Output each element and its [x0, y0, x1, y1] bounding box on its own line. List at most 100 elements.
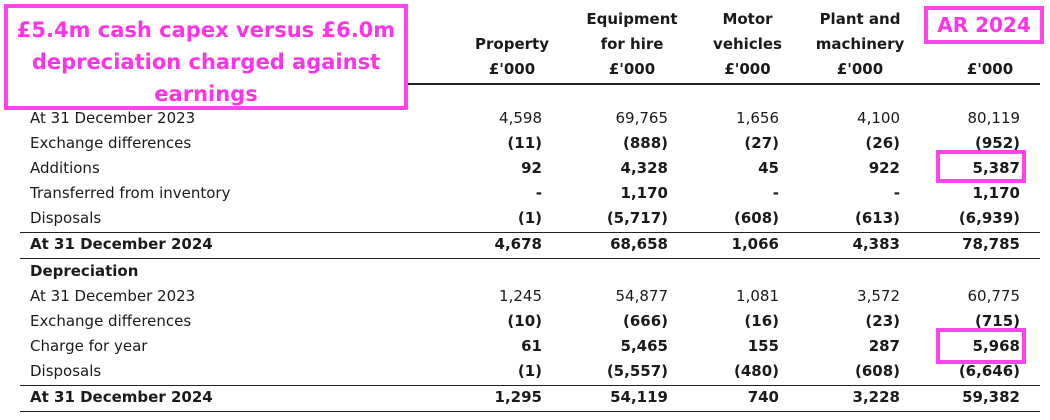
cell-equipment: 1,170 — [620, 184, 668, 202]
depreciation-heading: Depreciation — [30, 262, 139, 280]
row-label: Disposals — [30, 362, 102, 380]
col-header-motor: Motor vehicles £'000 — [700, 7, 795, 82]
cell-property: 4,678 — [494, 235, 542, 253]
cell-total: (952) — [974, 134, 1020, 152]
row-label: Additions — [30, 159, 100, 177]
annotation-callout: £5.4m cash capex versus £6.0m depreciati… — [4, 4, 408, 110]
cost-row-exchange: Exchange differences (11) (888) (27) (26… — [20, 132, 1040, 157]
cell-plant: 4,100 — [857, 109, 900, 127]
col-header-line2: Property — [475, 35, 549, 53]
cost-row-transferred: Transferred from inventory - 1,170 - - 1… — [20, 182, 1040, 207]
cell-equipment: (5,557) — [606, 362, 668, 380]
row-label: Exchange differences — [30, 312, 192, 330]
cell-motor: 740 — [747, 388, 779, 406]
cell-equipment: (888) — [622, 134, 668, 152]
cell-motor: (27) — [744, 134, 779, 152]
cell-plant: (26) — [865, 134, 900, 152]
cell-total: 5,968 — [972, 337, 1020, 355]
row-label: Disposals — [30, 209, 102, 227]
cell-plant: (608) — [854, 362, 900, 380]
cell-total: 5,387 — [972, 159, 1020, 177]
highlight-box-charge — [936, 328, 1026, 364]
cell-total: (715) — [974, 312, 1020, 330]
cell-motor: (608) — [733, 209, 779, 227]
cell-motor: 1,656 — [736, 109, 779, 127]
cell-total: 80,119 — [967, 109, 1021, 127]
col-header-line2: machinery — [815, 35, 905, 53]
depreciation-heading-row: Depreciation — [20, 260, 1040, 285]
cell-plant: 287 — [868, 337, 900, 355]
dep-row-opening: At 31 December 2023 1,245 54,877 1,081 3… — [20, 285, 1040, 310]
cell-motor: 1,066 — [731, 235, 779, 253]
col-header-line2: for hire — [600, 35, 664, 53]
col-header-line1: Motor — [722, 10, 773, 28]
cell-equipment: 54,877 — [615, 287, 669, 305]
cell-total: 59,382 — [962, 388, 1020, 406]
cell-equipment: 4,328 — [620, 159, 668, 177]
cell-equipment: 68,658 — [610, 235, 668, 253]
row-label: At 31 December 2024 — [30, 235, 213, 253]
dep-row-charge: Charge for year 61 5,465 155 287 5,968 — [20, 335, 1040, 360]
cell-equipment: 69,765 — [615, 109, 669, 127]
cell-plant: 922 — [868, 159, 900, 177]
row-label: Transferred from inventory — [30, 184, 231, 202]
cell-property: 1,295 — [494, 388, 542, 406]
cell-property: (1) — [517, 209, 542, 227]
cost-row-closing: At 31 December 2024 4,678 68,658 1,066 4… — [20, 233, 1040, 259]
col-header-line1: Plant and — [819, 10, 901, 28]
cell-plant: (23) — [865, 312, 900, 330]
cell-equipment: 5,465 — [620, 337, 668, 355]
annotation-text: £5.4m cash capex versus £6.0m depreciati… — [16, 18, 396, 106]
cell-equipment: 54,119 — [610, 388, 668, 406]
cell-property: 61 — [521, 337, 542, 355]
col-header-line1: Equipment — [586, 10, 678, 28]
cell-total: 1,170 — [972, 184, 1020, 202]
row-label: Exchange differences — [30, 134, 192, 152]
cell-total: 78,785 — [962, 235, 1020, 253]
cost-row-additions: Additions 92 4,328 45 922 5,387 — [20, 157, 1040, 182]
col-header-equipment: Equipment for hire £'000 — [572, 7, 692, 82]
cell-property: 92 — [521, 159, 542, 177]
col-header-line2: vehicles — [713, 35, 782, 53]
cost-row-opening: At 31 December 2023 4,598 69,765 1,656 4… — [20, 107, 1040, 132]
cell-plant: 3,572 — [857, 287, 900, 305]
ar-tag-text: AR 2024 — [937, 13, 1031, 37]
col-header-total: £'000 — [945, 57, 1035, 82]
row-label: Charge for year — [30, 337, 148, 355]
col-header-property: Property £'000 — [462, 32, 562, 82]
cell-motor: - — [772, 184, 779, 202]
col-header-unit: £'000 — [724, 60, 771, 78]
header-rule — [20, 83, 1040, 85]
ar-2024-tag: AR 2024 — [924, 6, 1044, 44]
cell-property: - — [535, 184, 542, 202]
cost-row-disposals: Disposals (1) (5,717) (608) (613) (6,939… — [20, 207, 1040, 233]
cell-motor: 45 — [758, 159, 779, 177]
cell-property: (11) — [507, 134, 542, 152]
cell-equipment: (5,717) — [606, 209, 668, 227]
cell-total: 60,775 — [967, 287, 1021, 305]
row-label: At 31 December 2023 — [30, 287, 196, 305]
col-header-unit: £'000 — [966, 60, 1014, 78]
highlight-box-additions — [936, 150, 1026, 183]
col-header-unit: £'000 — [608, 60, 656, 78]
cell-motor: 1,081 — [736, 287, 779, 305]
row-label: At 31 December 2023 — [30, 109, 196, 127]
dep-row-closing: At 31 December 2024 1,295 54,119 740 3,2… — [20, 386, 1040, 412]
dep-row-disposals: Disposals (1) (5,557) (480) (608) (6,646… — [20, 360, 1040, 386]
cell-equipment: (666) — [622, 312, 668, 330]
cell-motor: (16) — [744, 312, 779, 330]
cell-plant: 3,228 — [852, 388, 900, 406]
col-header-unit: £'000 — [836, 60, 884, 78]
cell-total: (6,939) — [958, 209, 1020, 227]
cell-property: (10) — [507, 312, 542, 330]
cell-motor: (480) — [733, 362, 779, 380]
cell-plant: (613) — [854, 209, 900, 227]
row-label: At 31 December 2024 — [30, 388, 213, 406]
cell-plant: 4,383 — [852, 235, 900, 253]
cell-property: 1,245 — [499, 287, 542, 305]
cell-property: 4,598 — [499, 109, 542, 127]
col-header-plant: Plant and machinery £'000 — [805, 7, 915, 82]
cell-property: (1) — [517, 362, 542, 380]
col-header-unit: £'000 — [488, 60, 536, 78]
cell-total: (6,646) — [958, 362, 1020, 380]
